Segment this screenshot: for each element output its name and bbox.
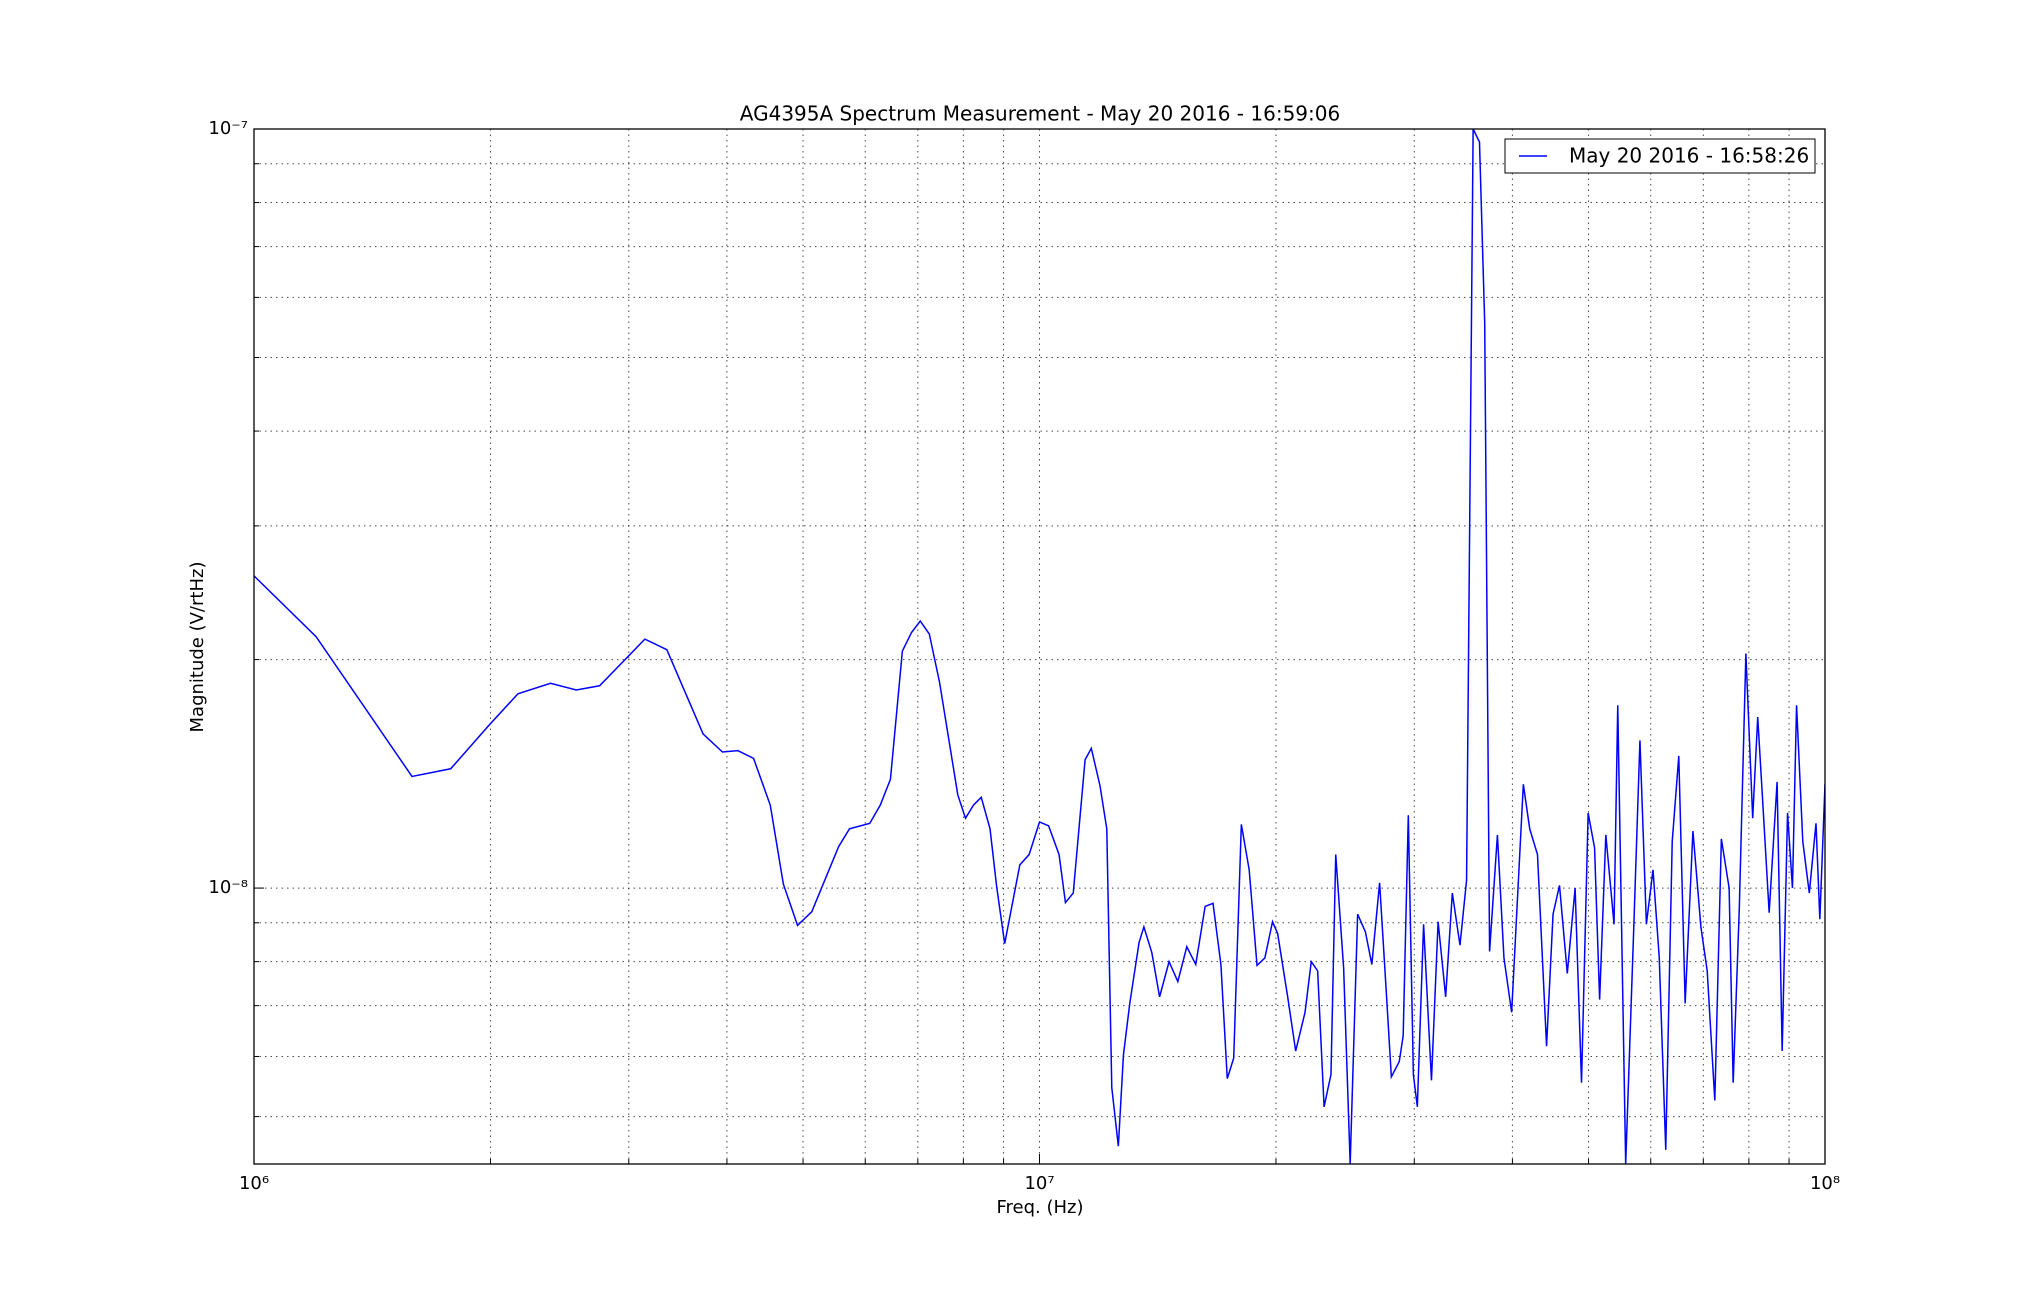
x-tick-label: 10⁸ — [1810, 1173, 1840, 1194]
y-axis-label: Magnitude (V/rtHz) — [187, 562, 208, 733]
chart-title: AG4395A Spectrum Measurement - May 20 20… — [740, 102, 1340, 126]
legend-box — [1504, 138, 1816, 174]
x-axis-label: Freq. (Hz) — [996, 1197, 1083, 1218]
x-tick-label: 10⁷ — [1024, 1173, 1054, 1194]
y-tick-label: 10⁻⁸ — [208, 877, 248, 898]
plot-frame — [253, 128, 1826, 1165]
y-tick-label: 10⁻⁷ — [208, 118, 248, 139]
x-tick-label: 10⁶ — [239, 1173, 269, 1194]
legend-label: May 20 2016 - 16:58:26 — [1569, 144, 1809, 168]
data-line — [254, 128, 1825, 1165]
